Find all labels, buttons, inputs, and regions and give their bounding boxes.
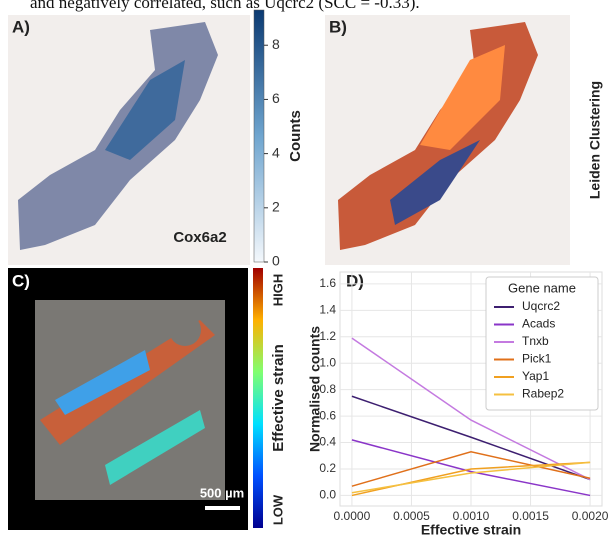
y-tick-label: 1.2 xyxy=(319,329,336,343)
x-axis-label: Effective strain xyxy=(421,522,521,538)
y-axis-label: Normalised counts xyxy=(307,326,323,452)
strain-image xyxy=(169,314,201,346)
side-title: Leiden Clustering xyxy=(587,81,603,199)
legend-label: Yap1 xyxy=(522,369,549,383)
colorbar-tick-label: 2 xyxy=(272,199,280,215)
colorbar-low: LOW xyxy=(270,494,285,525)
colorbar-title: Counts xyxy=(287,110,304,162)
y-tick-label: 1.4 xyxy=(319,303,336,317)
legend-label: Pick1 xyxy=(522,352,552,366)
strain-field xyxy=(55,350,150,415)
x-tick-label: 0.0020 xyxy=(572,509,608,523)
panel-label: B) xyxy=(329,17,347,36)
x-tick-label: 0.0005 xyxy=(393,509,430,523)
panel-label: D) xyxy=(346,271,364,290)
tissue-clusters xyxy=(390,140,480,225)
strain-field xyxy=(105,410,205,485)
legend-title: Gene name xyxy=(508,280,576,295)
colorbar-title: Effective strain xyxy=(270,344,287,452)
colorbar-tick-label: 0 xyxy=(272,253,280,269)
tissue-clusters xyxy=(420,45,505,150)
legend-label: Uqcrc2 xyxy=(522,299,560,313)
legend-label: Acads xyxy=(522,317,555,331)
y-tick-label: 1.6 xyxy=(319,276,336,290)
y-tick-label: 0.2 xyxy=(319,461,336,475)
y-tick-label: 0.8 xyxy=(319,382,336,396)
legend-label: Tnxb xyxy=(522,334,549,348)
tissue-spots xyxy=(105,60,185,160)
panel-label: C) xyxy=(12,271,30,290)
colorbar-tick-label: 8 xyxy=(272,36,280,52)
colorbar-tick-label: 6 xyxy=(272,90,280,106)
colorbar-tick-label: 4 xyxy=(272,144,280,160)
series-line xyxy=(351,461,591,494)
scale-bar-label: 500 µm xyxy=(200,485,244,500)
series-line xyxy=(351,439,591,497)
gene-label: Cox6a2 xyxy=(173,229,226,246)
y-tick-label: 0.6 xyxy=(319,408,336,422)
panel-label: A) xyxy=(12,17,30,36)
colorbar-high: HIGH xyxy=(270,274,285,307)
colorbar xyxy=(253,268,263,528)
series-line xyxy=(351,451,591,487)
colorbar xyxy=(253,9,265,263)
chart-layer: 0 2 4 6 8 0.0 0.2 0.4 0.6 0.8 1.0 1.2 1.4 1.6 0.0000 0.… xyxy=(264,36,608,523)
x-tick-label: 0.0000 xyxy=(334,509,371,523)
y-tick-label: 1.0 xyxy=(319,355,336,369)
tissue-band xyxy=(40,320,215,445)
x-tick-label: 0.0015 xyxy=(512,509,549,523)
series-line xyxy=(351,337,591,481)
x-tick-label: 0.0010 xyxy=(453,509,490,523)
caption-fragment: and negatively correlated, such as Uqcrc… xyxy=(30,0,420,12)
legend-label: Rabep2 xyxy=(522,387,564,401)
y-tick-label: 0.4 xyxy=(319,435,336,449)
y-tick-label: 0.0 xyxy=(319,488,336,502)
